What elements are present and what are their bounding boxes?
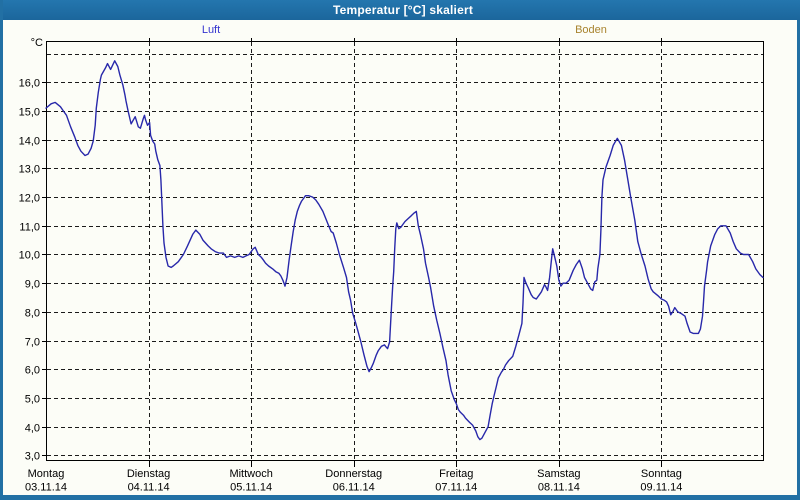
y-tick-label: 3,0: [25, 451, 40, 463]
y-tick-label: 4,0: [25, 423, 40, 435]
day-date-label: 03.11.14: [25, 482, 67, 494]
day-name-label: Mittwoch: [229, 468, 272, 480]
temperature-chart: 3,0 4,0 5,0 6,0 7,0 8,0 9,0 10,0 11,0 12,0 13,0 14,…: [19, 37, 764, 494]
window-title: Temperatur [°C] skaliert: [332, 3, 474, 17]
title-bar[interactable]: Temperatur [°C] skaliert: [3, 0, 800, 20]
y-tick-label: 10,0: [19, 250, 40, 262]
legend-boden-label: Boden: [575, 24, 607, 36]
day-date-label: 07.11.14: [435, 482, 477, 494]
day-date-label: 05.11.14: [230, 482, 272, 494]
y-tick-label: 11,0: [19, 222, 40, 234]
day-name-label: Freitag: [439, 468, 473, 480]
day-name-label: Dienstag: [127, 468, 170, 480]
day-name-label: Samstag: [537, 468, 580, 480]
day-name-label: Sonntag: [641, 468, 682, 480]
y-tick-label: 9,0: [25, 279, 40, 291]
day-date-label: 09.11.14: [640, 482, 682, 494]
y-tick-label: 7,0: [25, 337, 40, 349]
unit-label: °C: [31, 37, 43, 49]
y-tick-label: 12,0: [19, 193, 40, 205]
y-tick-label: 14,0: [19, 136, 40, 148]
y-tick-label: 15,0: [19, 107, 40, 119]
plot-border: [46, 41, 764, 461]
y-tick-label: 8,0: [25, 308, 40, 320]
y-tick-label: 6,0: [25, 365, 40, 377]
y-tick-label: 13,0: [19, 164, 40, 176]
day-date-label: 08.11.14: [538, 482, 580, 494]
day-name-label: Donnerstag: [325, 468, 382, 480]
y-tick-label: 5,0: [25, 394, 40, 406]
day-date-label: 04.11.14: [128, 482, 170, 494]
day-date-label: 06.11.14: [333, 482, 375, 494]
legend-luft-label: Luft: [201, 24, 221, 36]
temperature-curve: [45, 60, 764, 441]
y-tick-label: 16,0: [19, 78, 40, 90]
day-name-label: Montag: [28, 468, 65, 480]
